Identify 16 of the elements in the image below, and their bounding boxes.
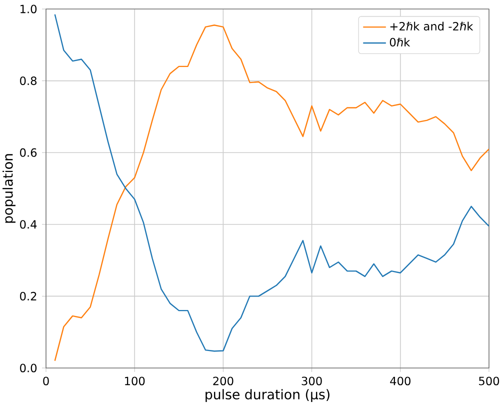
y-tick-label: 0.6 bbox=[20, 148, 37, 157]
y-tick-label: 0.4 bbox=[20, 220, 37, 229]
y-tick-label: 0.2 bbox=[20, 292, 36, 300]
x-tick-label: 500 bbox=[479, 376, 500, 386]
x-tick-label: 200 bbox=[213, 376, 234, 386]
x-tick-label: 100 bbox=[125, 376, 145, 386]
x-tick-label: 300 bbox=[302, 376, 322, 386]
legend-label: 0ℏk bbox=[390, 38, 410, 46]
y-tick-label: 1.0 bbox=[20, 4, 37, 14]
x-tick-label: 0 bbox=[43, 376, 49, 386]
legend-label: +2ℏk and -2ℏk bbox=[390, 22, 474, 31]
y-tick-label: 0.8 bbox=[20, 76, 37, 86]
y-axis-title: population bbox=[2, 154, 16, 223]
x-axis-title: pulse duration (μs) bbox=[206, 389, 330, 402]
y-tick-label: 0.0 bbox=[20, 364, 37, 372]
x-tick-label: 400 bbox=[390, 376, 410, 386]
